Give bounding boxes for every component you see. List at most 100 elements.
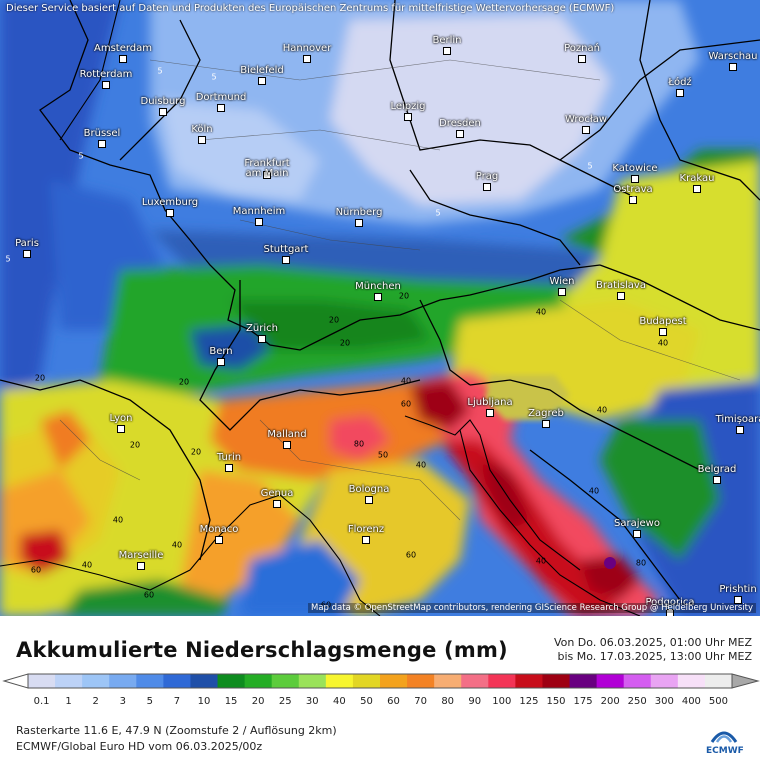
isoline-label: 20 [129, 440, 141, 450]
colorbar-swatch [136, 674, 164, 688]
isoline-label: 5 [435, 208, 441, 218]
city-label: Mannheim [232, 206, 286, 217]
city-marker [215, 536, 223, 544]
colorbar-swatch [352, 674, 381, 688]
isoline-label: 20 [398, 291, 410, 301]
isoline-label: 5 [631, 195, 637, 205]
isoline-label: 60 [143, 590, 155, 600]
colorbar-swatch [190, 674, 219, 688]
city-label: Brüssel [83, 128, 121, 139]
colorbar-tick-label: 90 [468, 696, 482, 707]
precipitation-map[interactable]: Dieser Service basiert auf Daten und Pro… [0, 0, 760, 616]
isoline-label: 5 [211, 72, 217, 82]
colorbar-tick-label: 80 [441, 696, 455, 707]
city-marker [217, 104, 225, 112]
colorbar-swatch [380, 674, 408, 688]
city-marker [355, 219, 363, 227]
isoline-label: 40 [588, 486, 600, 496]
city-label: Poznań [564, 43, 600, 54]
colorbar-swatch [82, 674, 110, 688]
city-label: Bologna [348, 484, 390, 495]
colorbar-max-arrow [731, 673, 760, 689]
city-marker [258, 77, 266, 85]
city-marker [666, 609, 674, 616]
city-marker [582, 126, 590, 134]
isoline-label: 60 [30, 565, 42, 575]
city-marker [443, 47, 451, 55]
city-label: Belgrad [697, 464, 737, 475]
city-label: Dortmund [195, 92, 247, 103]
city-label: Duisburg [140, 96, 186, 107]
isoline-label: 80 [353, 439, 365, 449]
city-label: Ostrava [613, 184, 653, 195]
city-label: Amsterdam [93, 43, 153, 54]
isoline-label: 5 [587, 161, 593, 171]
city-label: Nürnberg [335, 207, 383, 218]
city-marker [258, 335, 266, 343]
isoline-label: 60 [405, 550, 417, 560]
city-marker [255, 218, 263, 226]
city-marker [102, 81, 110, 89]
colorbar-swatch [217, 674, 246, 688]
isoline-label: 40 [535, 307, 547, 317]
city-marker [693, 185, 701, 193]
ecmwf-logo-icon [710, 731, 738, 743]
colorbar-tick-label: 0.1 [33, 696, 50, 707]
city-label: Wien [549, 276, 575, 287]
isoline-label: 20 [178, 377, 190, 387]
colorbar-swatch [325, 674, 354, 688]
city-label: Stuttgart [263, 244, 309, 255]
city-label: Marseille [118, 550, 164, 561]
city-marker [23, 250, 31, 258]
isoline-label: 40 [171, 540, 183, 550]
city-label: München [355, 281, 401, 292]
city-label: Wrocław [564, 114, 608, 125]
isoline-label: 20 [190, 447, 202, 457]
isoline-label: 40 [112, 515, 124, 525]
isoline-label: 80 [635, 558, 647, 568]
colorbar-tick-label: 300 [654, 696, 674, 707]
colorbar-swatch [55, 674, 83, 688]
colorbar-swatch [407, 674, 435, 688]
ecmwf-notice: Dieser Service basiert auf Daten und Pro… [6, 3, 615, 14]
colorbar-swatch [488, 674, 516, 688]
colorbar-swatch [28, 674, 56, 688]
city-marker [542, 420, 550, 428]
city-label: Dresden [439, 118, 481, 129]
city-marker [137, 562, 145, 570]
precipitation-colorbar [2, 673, 760, 689]
city-label: Frankfurt am Main [244, 158, 290, 179]
colorbar-tick-label: 100 [492, 696, 512, 707]
colorbar-tick-label: 20 [251, 696, 265, 707]
colorbar-tick-label: 1 [65, 696, 72, 707]
colorbar-swatch [298, 674, 327, 688]
city-label: Bielefeld [240, 65, 284, 76]
city-marker [273, 500, 281, 508]
isoline-label: 50 [377, 450, 389, 460]
period-from: Von Do. 06.03.2025, 01:00 Uhr MEZ [553, 636, 752, 649]
city-label: Lyon [109, 413, 133, 424]
city-marker [365, 496, 373, 504]
city-label: Berlin [432, 35, 462, 46]
city-marker [736, 426, 744, 434]
city-label: Łódź [668, 77, 692, 88]
colorbar-tick-label: 7 [173, 696, 181, 707]
colorbar-swatch [542, 674, 571, 688]
city-marker [166, 209, 174, 217]
colorbar-swatch [623, 674, 652, 688]
isoline-label: 20 [328, 315, 340, 325]
city-label: Krakau [679, 173, 715, 184]
city-marker [98, 140, 106, 148]
ecmwf-logo[interactable]: ECMWF [706, 722, 744, 756]
city-label: Sarajewo [614, 518, 660, 529]
city-label: Luxemburg [141, 197, 199, 208]
map-credits[interactable]: Map data © OpenStreetMap contributors, r… [308, 603, 756, 613]
colorbar-tick-label: 3 [119, 696, 126, 707]
colorbar-tick-label: 150 [546, 696, 566, 707]
colorbar-tick-label: 125 [519, 696, 539, 707]
colorbar-tick-label: 10 [197, 696, 211, 707]
colorbar-swatch [596, 674, 625, 688]
isoline-label: 20 [339, 338, 351, 348]
city-marker [713, 476, 721, 484]
city-marker [659, 328, 667, 336]
